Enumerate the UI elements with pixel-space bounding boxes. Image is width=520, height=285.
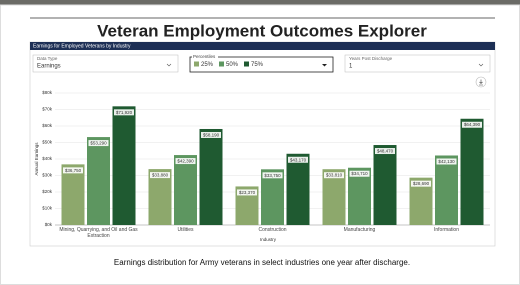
y-axis-label: Annual Earnings bbox=[34, 142, 39, 176]
x-tick-label-box: Construction bbox=[258, 227, 287, 233]
dropdown-value: Earnings bbox=[37, 64, 61, 70]
x-tick-label-box: Information bbox=[433, 227, 459, 233]
label-bg bbox=[201, 131, 221, 138]
label-bg bbox=[349, 170, 370, 177]
panel-title: Earnings for Employed Veterans by Indust… bbox=[33, 44, 131, 50]
bar bbox=[87, 137, 110, 225]
label-bg bbox=[237, 189, 257, 196]
download-icon bbox=[479, 79, 483, 86]
y-tick-label: $30k bbox=[42, 173, 53, 178]
x-tick-label: Construction bbox=[258, 227, 287, 233]
value-label: $43,170 bbox=[290, 157, 307, 162]
x-tick-label: Manufacturing bbox=[343, 227, 376, 233]
legend-label: 25% bbox=[201, 62, 214, 68]
label-bg bbox=[462, 121, 482, 128]
value-label: $33,750 bbox=[264, 173, 281, 178]
label-bg bbox=[175, 158, 196, 165]
bar bbox=[148, 169, 172, 225]
value-label: $42,390 bbox=[177, 159, 194, 164]
caption: Earnings distribution for Army veterans … bbox=[114, 258, 410, 267]
dropdown-label: Data Type bbox=[37, 56, 58, 61]
y-tick-label: $10k bbox=[42, 206, 53, 211]
bar bbox=[435, 155, 458, 225]
download-button[interactable] bbox=[475, 76, 487, 88]
label-bg bbox=[436, 158, 457, 165]
y-tick-label: $60k bbox=[42, 123, 53, 128]
value-label: $33,880 bbox=[152, 173, 169, 178]
bar bbox=[235, 186, 259, 225]
value-label: $34,710 bbox=[351, 171, 368, 176]
label-bg bbox=[63, 167, 83, 174]
bar bbox=[409, 177, 433, 225]
page-title: Veteran Employment Outcomes Explorer bbox=[97, 21, 427, 40]
bar bbox=[112, 106, 136, 225]
y-tick-label: $50k bbox=[42, 140, 53, 145]
x-tick-label-box: Manufacturing bbox=[343, 227, 376, 233]
top-strip bbox=[0, 0, 520, 5]
bar bbox=[174, 155, 197, 225]
dropdown-arrow bbox=[166, 63, 172, 67]
dropdown-box[interactable] bbox=[32, 54, 179, 73]
value-label: $64,390 bbox=[464, 122, 481, 127]
dropdown-label: Percentiles bbox=[193, 54, 216, 59]
panel-header bbox=[30, 42, 495, 50]
x-tick-label: Utilities bbox=[177, 227, 194, 233]
label-bg bbox=[114, 109, 134, 116]
label-bg bbox=[288, 156, 308, 163]
bar bbox=[199, 128, 223, 225]
value-label: $36,750 bbox=[65, 168, 82, 173]
bar bbox=[286, 153, 310, 225]
value-label: $33,810 bbox=[326, 173, 343, 178]
bar bbox=[460, 118, 484, 225]
legend-label: 50% bbox=[226, 62, 239, 68]
label-bg bbox=[324, 172, 344, 179]
label-bg bbox=[262, 172, 283, 179]
legend-swatch bbox=[244, 61, 249, 67]
percentiles-dropdown[interactable]: Percentiles 25% 50% 75% bbox=[189, 54, 334, 73]
dropdown-box[interactable] bbox=[189, 56, 334, 73]
y-tick-label: $80k bbox=[42, 90, 53, 95]
dropdown-box[interactable] bbox=[344, 54, 491, 73]
legend-swatch bbox=[194, 61, 199, 67]
label-bg bbox=[192, 54, 218, 60]
label-bg bbox=[150, 172, 170, 179]
value-label: $48,470 bbox=[377, 149, 394, 154]
x-axis-label: Industry bbox=[260, 237, 277, 242]
data-type-dropdown[interactable]: Data Type Earnings bbox=[32, 54, 179, 73]
value-label: $42,130 bbox=[438, 159, 455, 164]
x-tick-label: Mining, Quarrying, and Oil and Gas Extra… bbox=[59, 227, 138, 239]
value-label: $71,920 bbox=[116, 110, 133, 115]
label-bg bbox=[88, 140, 109, 147]
dropdown-value: 1 bbox=[349, 64, 353, 70]
bar bbox=[322, 169, 346, 225]
value-label: $53,290 bbox=[90, 141, 107, 146]
bar bbox=[373, 145, 397, 225]
label-bg bbox=[375, 148, 395, 155]
value-label: $28,690 bbox=[413, 181, 430, 186]
value-label: $23,370 bbox=[239, 190, 256, 195]
y-tick-label: $20k bbox=[42, 189, 53, 194]
value-label: $58,190 bbox=[203, 132, 220, 137]
y-tick-label: $0k bbox=[45, 222, 53, 227]
y-tick-label: $40k bbox=[42, 156, 53, 161]
dropdown-label: Years Post Discharge bbox=[349, 56, 393, 61]
bar bbox=[348, 167, 371, 225]
legend-label: 75% bbox=[251, 62, 264, 68]
x-tick-label-box: Utilities bbox=[177, 227, 194, 233]
bar bbox=[261, 169, 284, 225]
bar bbox=[61, 164, 85, 225]
x-tick-label: Information bbox=[433, 227, 459, 233]
dropdown-arrow bbox=[322, 64, 327, 67]
label-bg bbox=[411, 180, 431, 187]
years-dropdown[interactable]: Years Post Discharge 1 bbox=[344, 54, 491, 73]
x-tick-label-box: Mining, Quarrying, and Oil and Gas Extra… bbox=[59, 227, 138, 239]
y-tick-label: $70k bbox=[42, 107, 53, 112]
dropdown-arrow bbox=[478, 63, 484, 67]
legend-swatch bbox=[219, 61, 224, 67]
